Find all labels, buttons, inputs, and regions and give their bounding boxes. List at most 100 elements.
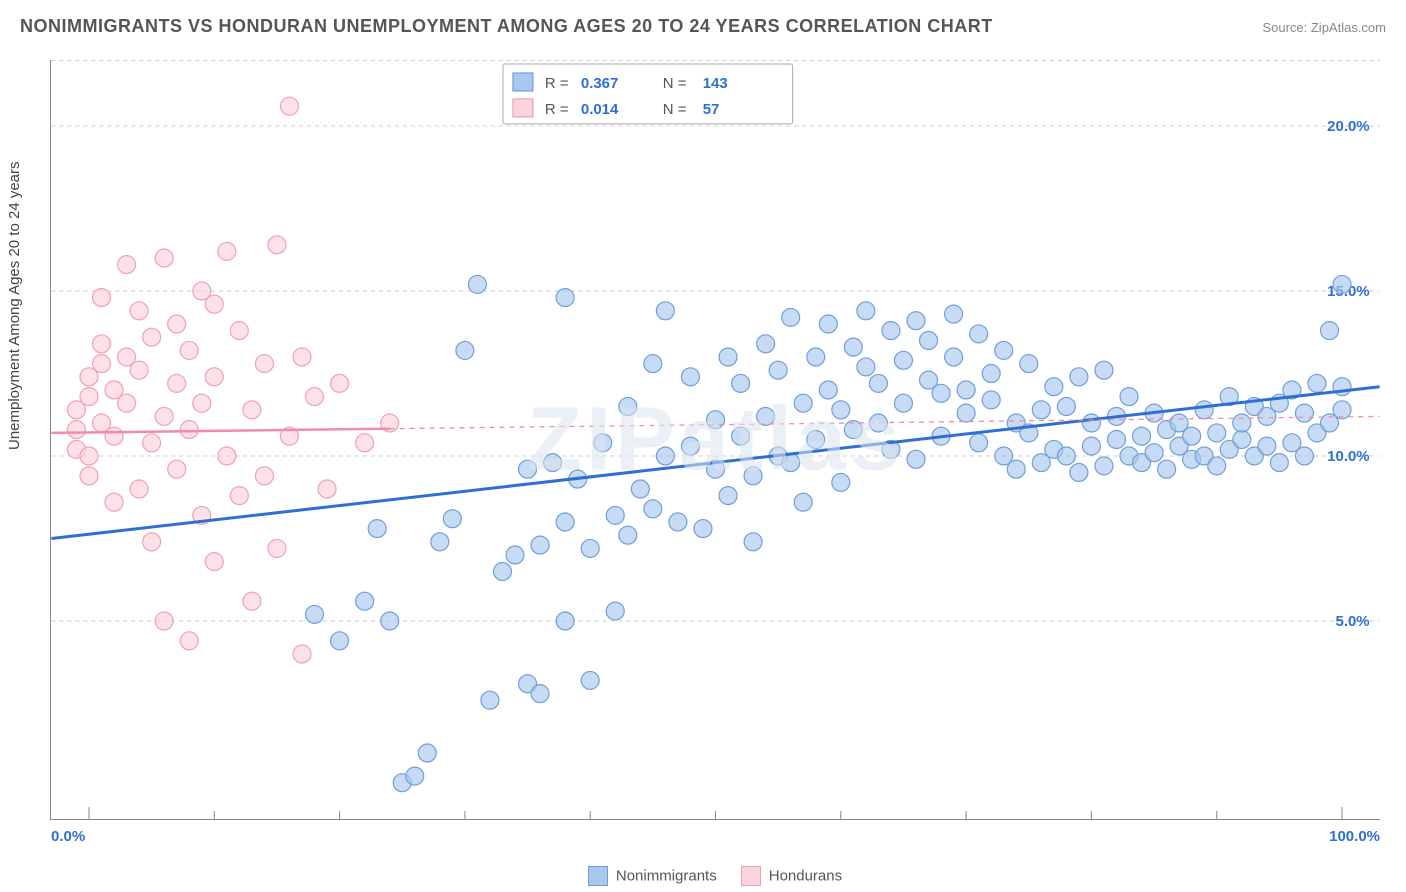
data-point-hondurans — [268, 539, 286, 557]
data-point-nonimmigrants — [732, 427, 750, 445]
data-point-hondurans — [118, 256, 136, 274]
data-point-nonimmigrants — [782, 454, 800, 472]
correlation-stats-box: R =0.367N =143R =0.014N =57 — [503, 64, 793, 124]
data-point-hondurans — [155, 249, 173, 267]
data-point-nonimmigrants — [418, 744, 436, 762]
data-point-nonimmigrants — [957, 381, 975, 399]
data-point-hondurans — [155, 407, 173, 425]
series-legend: Nonimmigrants Hondurans — [0, 866, 1406, 886]
data-point-nonimmigrants — [1195, 401, 1213, 419]
data-point-nonimmigrants — [581, 539, 599, 557]
data-point-nonimmigrants — [1208, 424, 1226, 442]
data-point-nonimmigrants — [1333, 275, 1351, 293]
data-point-nonimmigrants — [306, 605, 324, 623]
scatter-chart: 5.0%10.0%15.0%20.0%R =0.367N =143R =0.01… — [51, 60, 1380, 819]
data-point-nonimmigrants — [656, 447, 674, 465]
data-point-nonimmigrants — [807, 348, 825, 366]
data-point-nonimmigrants — [1020, 355, 1038, 373]
data-point-nonimmigrants — [1070, 368, 1088, 386]
data-point-nonimmigrants — [1095, 361, 1113, 379]
data-point-nonimmigrants — [606, 602, 624, 620]
data-point-hondurans — [168, 374, 186, 392]
y-tick-label: 5.0% — [1336, 613, 1370, 630]
data-point-nonimmigrants — [356, 592, 374, 610]
data-point-nonimmigrants — [381, 612, 399, 630]
data-point-nonimmigrants — [894, 394, 912, 412]
data-point-nonimmigrants — [1045, 378, 1063, 396]
legend-label: Hondurans — [769, 868, 842, 885]
y-axis-label: Unemployment Among Ages 20 to 24 years — [6, 161, 23, 450]
data-point-hondurans — [318, 480, 336, 498]
stat-label: N = — [663, 101, 687, 118]
chart-title: NONIMMIGRANTS VS HONDURAN UNEMPLOYMENT A… — [20, 16, 993, 37]
legend-swatch — [741, 866, 761, 886]
plot-area: ZIPatlas 5.0%10.0%15.0%20.0%R =0.367N =1… — [50, 60, 1380, 820]
data-point-nonimmigrants — [1333, 401, 1351, 419]
data-point-nonimmigrants — [844, 338, 862, 356]
data-point-nonimmigrants — [594, 434, 612, 452]
data-point-hondurans — [80, 467, 98, 485]
data-point-hondurans — [93, 335, 111, 353]
data-point-hondurans — [205, 368, 223, 386]
data-point-nonimmigrants — [869, 374, 887, 392]
data-point-nonimmigrants — [631, 480, 649, 498]
stat-n-value: 143 — [703, 75, 728, 92]
data-point-nonimmigrants — [1308, 374, 1326, 392]
data-point-hondurans — [130, 480, 148, 498]
data-point-nonimmigrants — [907, 312, 925, 330]
data-point-nonimmigrants — [694, 520, 712, 538]
data-point-nonimmigrants — [581, 671, 599, 689]
data-point-nonimmigrants — [1158, 460, 1176, 478]
legend-label: Nonimmigrants — [616, 868, 717, 885]
data-point-nonimmigrants — [493, 563, 511, 581]
data-point-hondurans — [80, 388, 98, 406]
data-point-nonimmigrants — [794, 394, 812, 412]
legend-swatch — [513, 99, 533, 117]
data-point-nonimmigrants — [1082, 437, 1100, 455]
data-point-nonimmigrants — [1057, 398, 1075, 416]
data-point-nonimmigrants — [757, 335, 775, 353]
stat-r-value: 0.014 — [581, 101, 619, 118]
source-attribution: Source: ZipAtlas.com — [1262, 20, 1386, 35]
data-point-hondurans — [268, 236, 286, 254]
source-link[interactable]: ZipAtlas.com — [1311, 20, 1386, 35]
stat-label: N = — [663, 75, 687, 92]
data-point-nonimmigrants — [945, 305, 963, 323]
data-point-nonimmigrants — [1032, 401, 1050, 419]
data-point-nonimmigrants — [531, 536, 549, 554]
data-point-nonimmigrants — [719, 487, 737, 505]
data-point-hondurans — [93, 355, 111, 373]
data-point-nonimmigrants — [1321, 322, 1339, 340]
data-point-nonimmigrants — [1183, 427, 1201, 445]
data-point-hondurans — [230, 322, 248, 340]
data-point-nonimmigrants — [857, 302, 875, 320]
data-point-nonimmigrants — [932, 384, 950, 402]
data-point-hondurans — [356, 434, 374, 452]
data-point-hondurans — [143, 328, 161, 346]
data-point-nonimmigrants — [1145, 444, 1163, 462]
data-point-nonimmigrants — [819, 315, 837, 333]
data-point-nonimmigrants — [556, 289, 574, 307]
data-point-nonimmigrants — [619, 526, 637, 544]
stat-n-value: 57 — [703, 101, 720, 118]
data-point-nonimmigrants — [669, 513, 687, 531]
data-point-nonimmigrants — [1295, 404, 1313, 422]
data-point-nonimmigrants — [1070, 464, 1088, 482]
data-point-nonimmigrants — [468, 275, 486, 293]
data-point-hondurans — [205, 553, 223, 571]
data-point-hondurans — [105, 493, 123, 511]
data-point-hondurans — [143, 434, 161, 452]
data-point-hondurans — [168, 460, 186, 478]
data-point-hondurans — [218, 447, 236, 465]
data-point-nonimmigrants — [644, 500, 662, 518]
data-point-nonimmigrants — [957, 404, 975, 422]
data-point-hondurans — [230, 487, 248, 505]
data-point-nonimmigrants — [331, 632, 349, 650]
data-point-nonimmigrants — [807, 431, 825, 449]
y-tick-label: 10.0% — [1327, 448, 1369, 465]
data-point-hondurans — [193, 394, 211, 412]
data-point-hondurans — [243, 592, 261, 610]
x-tick-label: 100.0% — [1329, 828, 1380, 845]
data-point-nonimmigrants — [970, 434, 988, 452]
data-point-nonimmigrants — [1258, 437, 1276, 455]
